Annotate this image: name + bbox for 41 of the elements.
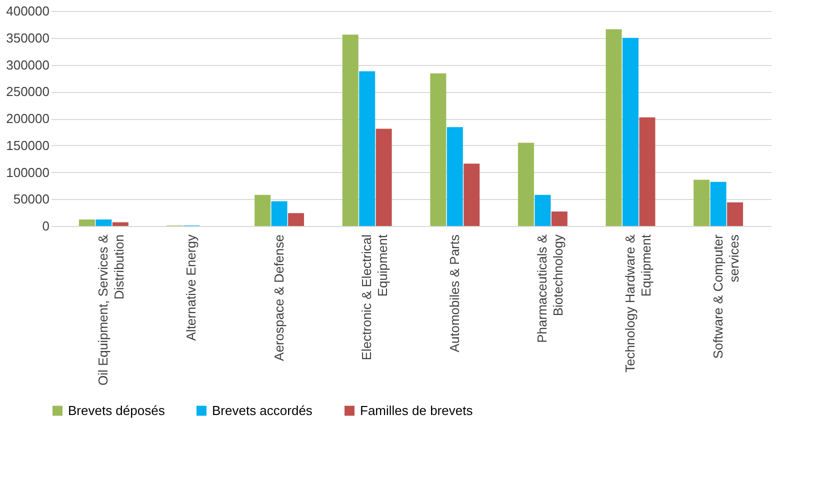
y-tick-label: 350000	[6, 30, 50, 46]
bar	[464, 164, 480, 226]
y-tick-label: 150000	[6, 138, 50, 153]
bar	[518, 142, 534, 226]
bar	[271, 201, 288, 226]
x-tick-label: Software & Computer services	[710, 234, 742, 359]
bar	[551, 211, 568, 226]
bar	[710, 182, 726, 226]
bar	[727, 202, 744, 226]
bar	[288, 213, 304, 226]
bar	[78, 220, 95, 226]
x-tick-label: Pharmaceuticals & Biotechnology	[534, 234, 566, 343]
bar	[622, 38, 639, 226]
x-tick-label: Automobiles & Parts	[446, 234, 462, 352]
y-tick-label: 200000	[6, 111, 50, 126]
y-tick-label: 100000	[6, 164, 50, 180]
y-tick-label: 400000	[6, 4, 50, 18]
bar	[342, 34, 358, 226]
bar	[112, 222, 128, 226]
bar	[359, 71, 376, 226]
bar	[254, 194, 271, 226]
bar	[446, 127, 463, 226]
x-tick-label: Alternative Energy	[183, 234, 198, 341]
x-tick-label: Aerospace & Defense	[271, 234, 286, 361]
bar	[639, 117, 656, 226]
bar	[694, 180, 710, 226]
bar	[430, 73, 446, 226]
legend-label: Brevets déposés	[68, 402, 166, 418]
bar	[96, 220, 112, 226]
bar	[534, 194, 551, 226]
legend-label: Familles de brevets	[360, 402, 474, 418]
x-tick-label: Oil Equipment, Services & Distribution	[96, 234, 127, 386]
y-tick-label: 250000	[6, 84, 50, 100]
legend-label: Brevets accordés	[212, 402, 313, 418]
y-tick-label: 300000	[6, 57, 50, 72]
x-tick-label: Technology Hardware & Equipment	[622, 234, 654, 373]
x-tick-label: Electronic & Electrical Equipment	[359, 234, 390, 360]
bar	[376, 128, 392, 226]
bar	[606, 29, 622, 226]
y-tick-label: 50000	[13, 192, 50, 207]
y-tick-label: 0	[42, 218, 50, 234]
